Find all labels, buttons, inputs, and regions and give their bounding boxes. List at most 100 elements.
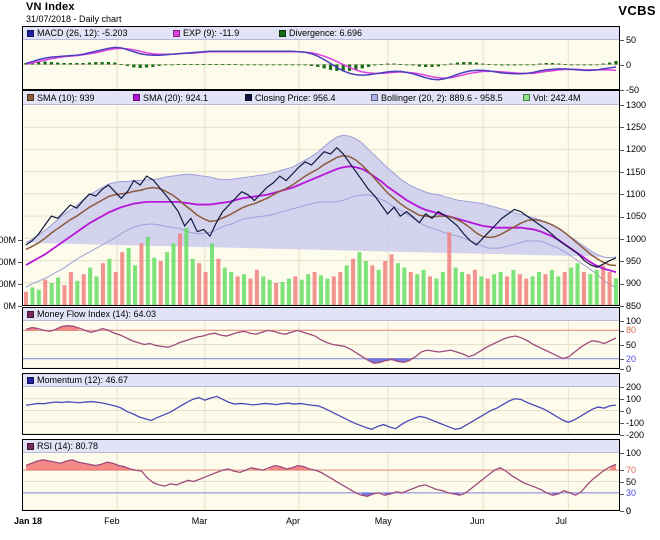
volume-bars	[24, 228, 618, 305]
axis-tick-label: 50	[626, 476, 637, 487]
histogram-bar	[290, 64, 295, 66]
legend-entry: Momentum (12): 46.67	[27, 375, 128, 385]
rsi--line	[25, 459, 617, 497]
volume-bar	[49, 283, 54, 305]
axis-tick-mark	[620, 345, 624, 346]
legend-entry: RSI (14): 80.78	[27, 441, 98, 451]
macd-panel: MACD (26, 12): -5.203 EXP (9): -11.9 Diver…	[22, 26, 620, 90]
macd-legend: MACD (26, 12): -5.203 EXP (9): -11.9 Diver…	[23, 27, 619, 40]
axis-tick-label: 30	[626, 488, 637, 499]
legend-label: SMA (10): 939	[37, 92, 95, 103]
legend-entry: Bollinger (20, 2): 889.6 - 958.5	[371, 93, 503, 103]
volume-bar	[94, 276, 99, 305]
histogram-bar	[170, 64, 174, 66]
volume-bar	[274, 283, 279, 305]
axis-tick-mark	[620, 306, 624, 307]
volume-bar	[152, 257, 157, 305]
histogram-bar	[443, 64, 447, 66]
volume-bar	[440, 272, 445, 305]
volume-bar	[306, 274, 311, 305]
volume-bar	[376, 269, 381, 305]
volume-axis-tick-mark	[18, 306, 22, 307]
histogram-bar	[430, 64, 434, 67]
legend-label: MACD (26, 12): -5.203	[37, 28, 128, 38]
histogram-bar	[544, 63, 548, 65]
momentum-panel: Momentum (12): 46.67	[22, 373, 620, 435]
volume-bar	[68, 272, 73, 305]
histogram-bar	[449, 63, 453, 65]
brand-watermark: VCBS	[618, 3, 656, 18]
axis-tick-mark	[620, 40, 624, 41]
histogram-bar	[563, 64, 567, 65]
momentum-line	[25, 395, 617, 430]
histogram-bar	[271, 64, 276, 66]
histogram-bar	[576, 64, 580, 66]
legend-label: Divergence: 6.696	[289, 28, 363, 38]
histogram-bar	[512, 64, 517, 66]
histogram-bar	[94, 62, 98, 65]
histogram-bar	[354, 64, 358, 70]
volume-bar	[344, 265, 349, 305]
histogram-bar	[176, 64, 180, 65]
histogram-bar	[557, 63, 561, 65]
volume-bar	[261, 276, 266, 305]
rsi-axis-zero-label: 0	[626, 506, 632, 516]
x-axis-tick-label: Mar	[191, 516, 208, 526]
volume-bar	[408, 272, 413, 305]
axis-tick-label: 1200	[626, 144, 647, 155]
histogram-bar	[119, 64, 123, 65]
volume-bar	[537, 272, 542, 305]
histogram-bar	[62, 63, 66, 65]
volume-axis-tick-label: 0M	[3, 300, 16, 311]
volume-bar	[216, 258, 221, 305]
volume-bar	[222, 267, 227, 305]
histogram-bar	[43, 61, 47, 65]
histogram-bar	[417, 64, 421, 67]
axis-tick-label: 80	[626, 325, 637, 336]
overbought-fill	[610, 464, 616, 471]
volume-bar	[30, 287, 35, 305]
axis-tick-label: 0	[626, 405, 632, 416]
histogram-bar	[550, 63, 555, 65]
x-axis: Jan 18 Feb Mar Apr May Jun Jul 0	[0, 506, 660, 536]
histogram-bar	[75, 63, 79, 65]
histogram-bar	[49, 62, 53, 65]
axis-tick-mark	[620, 172, 624, 173]
volume-bar	[235, 276, 240, 305]
histogram-bar	[392, 63, 396, 65]
histogram-bar	[316, 64, 320, 67]
volume-bar	[569, 267, 574, 305]
axis-tick-mark	[620, 359, 624, 361]
volume-bar	[338, 272, 343, 305]
legend-color-swatch	[27, 310, 34, 318]
histogram-bar	[132, 64, 136, 68]
histogram-bar	[56, 62, 60, 65]
histogram-bar	[595, 64, 599, 66]
histogram-bar	[608, 62, 612, 65]
price-plot-area	[23, 91, 619, 305]
axis-tick-label: 0	[626, 59, 632, 70]
bollinger-lower-line	[25, 194, 617, 288]
volume-bar	[139, 243, 144, 305]
axis-tick-label: 1250	[626, 121, 647, 132]
legend-entry: SMA (20): 924.1	[133, 93, 208, 103]
legend-entry: Money Flow Index (14): 64.03	[27, 309, 156, 319]
volume-bar	[113, 272, 118, 305]
volume-bar	[299, 279, 304, 305]
histogram-bar	[309, 64, 314, 66]
closing-price-line	[25, 146, 617, 268]
volume-bar	[280, 281, 285, 305]
axis-tick-mark	[620, 493, 624, 495]
axis-tick-mark	[620, 399, 624, 400]
volume-bar	[428, 276, 433, 305]
axis-tick-mark	[620, 90, 624, 91]
volume-axis-tick-label: 600M	[0, 234, 16, 245]
axis-tick-label: -200	[626, 429, 645, 440]
histogram-bar	[474, 62, 479, 65]
histogram-bar	[233, 64, 237, 65]
histogram-bar	[455, 62, 459, 65]
price-panel: SMA (10): 939 SMA (20): 924.1 Closing Pric…	[22, 90, 620, 306]
